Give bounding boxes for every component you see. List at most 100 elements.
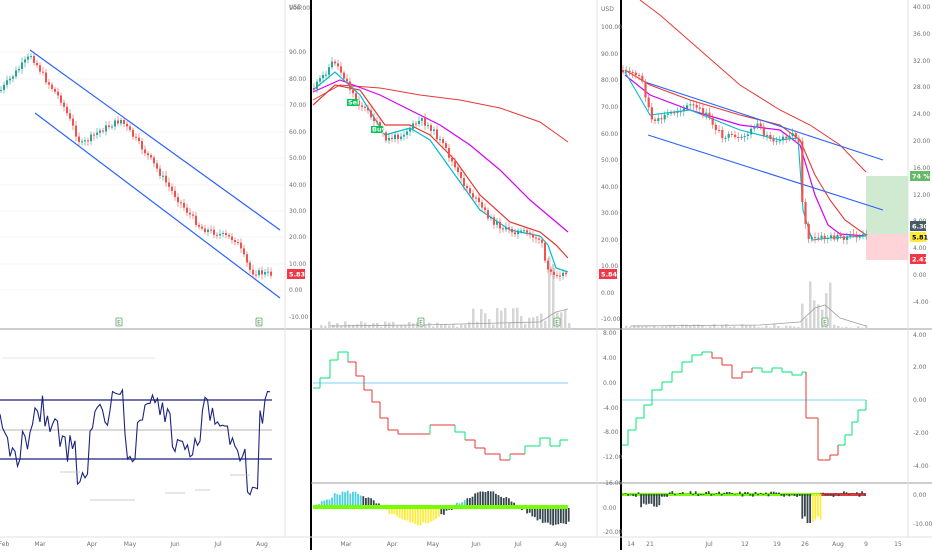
left-candle (204, 228, 206, 232)
right-volume-bar (789, 326, 792, 329)
middle-histogram-bar (443, 508, 445, 515)
right-volume-bar (649, 327, 652, 329)
right-candle (651, 107, 653, 119)
right-volume-bar (793, 327, 796, 329)
left-candle (177, 197, 179, 202)
right-histogram-bar (794, 494, 796, 496)
middle-candle (511, 229, 513, 232)
right-channel-lower[interactable] (648, 135, 883, 210)
right-candle (644, 82, 646, 98)
right-date-label: 26 (801, 541, 809, 548)
right-volume-bar (745, 325, 748, 329)
right-date-label: 12 (741, 541, 749, 548)
left-channel-lower[interactable] (35, 113, 280, 298)
left-candle (42, 72, 44, 73)
middle-volume-bar (348, 324, 351, 329)
middle-histogram-bar (552, 508, 554, 525)
left-candle (114, 120, 116, 126)
middle-histogram-bar (568, 508, 570, 522)
left-candle (129, 126, 131, 129)
right-histogram-bar (859, 494, 861, 497)
left-panel: USD100.0090.0080.0070.0060.0050.0040.003… (0, 4, 310, 548)
middle-volume-bar (464, 325, 467, 329)
right-volume-bar (777, 326, 780, 329)
right-candle (836, 235, 838, 240)
middle-volume-bar (484, 313, 487, 329)
left-date-label: Feb (0, 541, 10, 548)
right-candle (632, 72, 634, 73)
middle-volume-bar (524, 324, 527, 329)
right-risk-zone[interactable] (866, 234, 908, 260)
middle-price-axis-label: 100.00 (601, 24, 622, 31)
middle-candle (448, 148, 450, 158)
middle-candle (514, 232, 516, 234)
middle-earnings-marker-label: E (419, 320, 423, 327)
middle-volume-bar (404, 325, 407, 329)
right-candle (808, 224, 810, 239)
middle-volume-bar (512, 308, 515, 329)
right-histogram-bar (809, 494, 811, 523)
right-volume-bar (829, 283, 832, 329)
left-candle (159, 169, 161, 176)
left-candle (156, 163, 158, 168)
middle-histogram-bar (550, 508, 552, 525)
right-date-label: 19 (773, 541, 781, 548)
right-sub1-axis-label: 2.00 (913, 364, 927, 371)
right-histogram-bar (773, 492, 775, 494)
left-candle (261, 270, 263, 274)
right-candle (865, 234, 867, 235)
right-histogram-bar (791, 494, 793, 495)
right-reward-zone[interactable] (866, 176, 908, 234)
right-histogram-bar (716, 493, 718, 494)
right-histogram-bar (638, 492, 640, 494)
middle-candle (334, 62, 336, 64)
left-candle (201, 227, 203, 229)
right-histogram-bar (739, 492, 741, 494)
right-histogram-bar (697, 494, 699, 496)
right-candle (676, 112, 678, 113)
right-histogram-bar (747, 492, 749, 494)
middle-candle (499, 222, 501, 229)
right-channel-upper[interactable] (645, 82, 883, 160)
right-histogram-bar (627, 494, 629, 496)
right-price-axis-label: 36.00 (913, 31, 930, 38)
left-price-axis-label: 90.00 (289, 49, 306, 56)
right-volume-bar (813, 300, 816, 329)
left-candle (60, 95, 62, 102)
right-volume-bar (809, 281, 812, 329)
middle-volume-bar (504, 308, 507, 329)
right-sub2-axis-label: 0.00 (913, 492, 927, 499)
right-volume-bar (749, 325, 752, 329)
middle-candle (550, 269, 552, 271)
right-candle (811, 237, 813, 239)
middle-signal-buy: Buy (372, 126, 387, 134)
right-candle (654, 119, 656, 121)
right-price-axis-label: 24.00 (913, 111, 930, 118)
right-price-axis-label: 12.00 (913, 192, 930, 199)
middle-candle (322, 75, 324, 78)
middle-price-axis-label: 20.00 (601, 237, 618, 244)
middle-candle (412, 123, 414, 128)
right-candle (635, 73, 637, 75)
right-volume-bar (681, 324, 684, 329)
middle-histogram-bar (425, 508, 427, 523)
middle-candle (400, 137, 402, 139)
middle-sub1-axis-label: -4.00 (603, 405, 619, 412)
right-sub1-axis-label: -4.00 (913, 463, 929, 470)
middle-histogram-bar (430, 508, 432, 522)
left-candle (81, 141, 83, 142)
left-date-label: Jul (213, 541, 222, 548)
middle-candle (478, 198, 480, 202)
middle-candle (349, 81, 351, 89)
left-candle (213, 230, 215, 235)
middle-candle (496, 222, 498, 225)
left-candle (111, 126, 113, 127)
right-date-label: Jul (704, 541, 713, 548)
middle-candle (475, 198, 477, 199)
left-candle (171, 187, 173, 191)
left-candle (138, 138, 140, 141)
right-histogram-bar (835, 493, 837, 494)
right-date-label: 14 (627, 541, 635, 548)
right-candle (814, 237, 816, 238)
